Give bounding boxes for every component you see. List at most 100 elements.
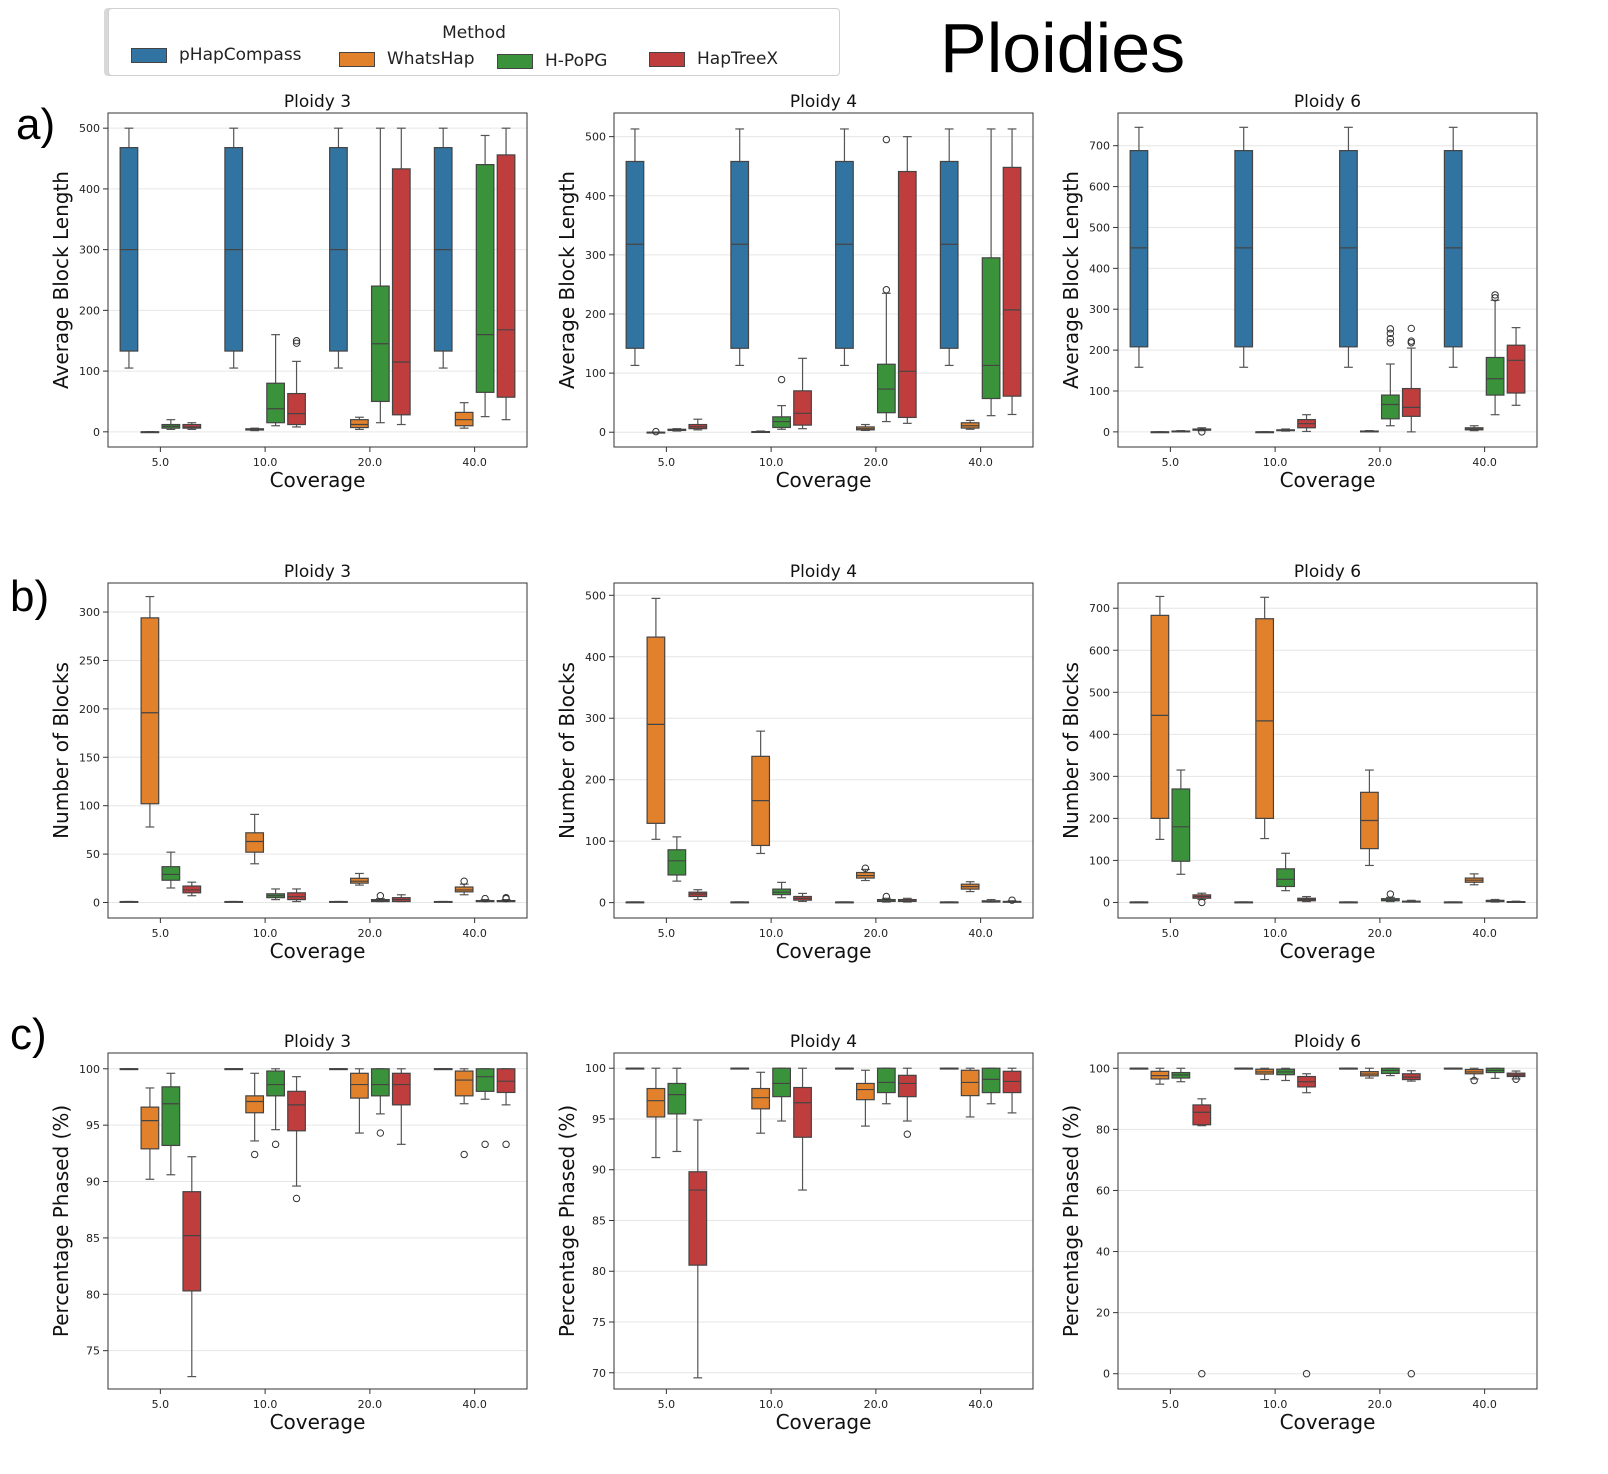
x-axis-label: Coverage <box>1280 468 1376 492</box>
box-body <box>667 849 687 876</box>
outlier-point <box>481 894 489 903</box>
box-haptreex-40.0 <box>496 127 516 421</box>
box-whatshap-40.0 <box>454 402 474 429</box>
box-whatshap-10.0 <box>245 813 265 865</box>
y-tick-label: 500 <box>79 122 100 135</box>
x-tick-label: 40.0 <box>1472 1398 1497 1411</box>
outlier-point <box>376 1129 385 1137</box>
outlier-point <box>292 339 301 347</box>
box-phapcompass-5.0 <box>119 1068 139 1071</box>
box-whatshap-40.0 <box>960 1067 980 1118</box>
box-haptreex-5.0 <box>688 418 708 431</box>
box-hpopg-5.0 <box>1171 769 1191 875</box>
x-tick-label: 5.0 <box>1162 456 1180 469</box>
box-body <box>1002 166 1022 397</box>
outlier-point <box>1407 1370 1416 1378</box>
panel-label-a: a) <box>16 100 56 149</box>
box-body <box>688 1171 708 1266</box>
box-body <box>856 1082 875 1101</box>
box-haptreex-5.0 <box>688 889 708 901</box>
box-hpopg-20.0 <box>370 127 390 424</box>
y-axis-label: Percentage Phased (%) <box>555 1105 579 1337</box>
box-body <box>981 1067 1001 1094</box>
box-body <box>454 411 474 427</box>
box-whatshap-5.0 <box>1150 1067 1170 1085</box>
outlier-point <box>1386 334 1395 343</box>
box-hpopg-10.0 <box>266 888 285 901</box>
plot-frame <box>107 1052 528 1390</box>
box-hpopg-20.0 <box>370 1068 390 1137</box>
x-axis-label: Coverage <box>776 468 872 492</box>
box-body <box>1150 614 1170 819</box>
x-tick-label: 20.0 <box>358 927 383 940</box>
box-body <box>646 1087 666 1118</box>
x-axis-label: Coverage <box>776 1410 872 1434</box>
legend-label: H-PoPG <box>545 51 608 71</box>
x-tick-label: 40.0 <box>968 1398 993 1411</box>
outlier-point <box>460 877 468 885</box>
x-tick-label: 5.0 <box>658 927 676 940</box>
x-tick-label: 40.0 <box>462 927 487 940</box>
box-hpopg-10.0 <box>1276 852 1295 892</box>
box-phapcompass-20.0 <box>835 1067 854 1070</box>
box-body <box>370 1068 390 1097</box>
x-tick-label: 40.0 <box>1472 456 1497 469</box>
outlier-point <box>250 1150 259 1159</box>
box-whatshap-10.0 <box>1255 1067 1275 1081</box>
box-haptreex-20.0 <box>897 136 917 424</box>
outlier-point <box>903 1130 911 1138</box>
subplot-9: 0 20 40 60 80 100 5.0 10.0 20.0 40.0 Ploidy 6 Cover… <box>1059 1032 1538 1434</box>
box-hpopg-10.0 <box>266 334 285 427</box>
subplot-title: Ploidy 3 <box>284 562 351 582</box>
y-tick-label: 100 <box>585 1062 606 1075</box>
box-haptreex-10.0 <box>793 1067 812 1191</box>
outlier-point <box>502 893 510 902</box>
box-body <box>897 1074 917 1098</box>
y-tick-label: 95 <box>592 1113 606 1126</box>
legend-swatch <box>339 51 375 67</box>
subplot-title: Ploidy 3 <box>284 1032 351 1052</box>
plot-frame <box>1117 112 1538 448</box>
y-axis-label: Number of Blocks <box>555 662 579 839</box>
y-tick-label: 250 <box>79 654 100 667</box>
subplot-title: Ploidy 6 <box>1294 92 1361 112</box>
box-whatshap-40.0 <box>1464 425 1484 432</box>
box-hpopg-20.0 <box>876 135 896 423</box>
outlier-point <box>292 1194 301 1203</box>
box-whatshap-40.0 <box>454 877 474 896</box>
legend-swatch <box>497 53 533 69</box>
y-tick-label: 0 <box>1103 896 1110 909</box>
box-hpopg-5.0 <box>161 419 181 430</box>
box-haptreex-5.0 <box>1192 892 1212 907</box>
box-body <box>454 1070 474 1097</box>
box-whatshap-5.0 <box>1150 431 1170 434</box>
x-tick-label: 40.0 <box>462 1398 487 1411</box>
box-phapcompass-20.0 <box>1339 126 1358 368</box>
box-haptreex-40.0 <box>1002 1067 1022 1114</box>
y-axis-label: Average Block Length <box>1059 171 1083 389</box>
y-tick-label: 70 <box>592 1367 606 1380</box>
box-hpopg-5.0 <box>667 1067 687 1153</box>
box-whatshap-10.0 <box>1255 596 1275 840</box>
box-phapcompass-20.0 <box>329 900 348 903</box>
y-tick-label: 0 <box>599 897 606 910</box>
y-tick-label: 80 <box>86 1288 100 1301</box>
box-haptreex-5.0 <box>688 1119 708 1379</box>
box-hpopg-40.0 <box>1485 898 1505 903</box>
box-hpopg-10.0 <box>772 375 791 430</box>
x-tick-label: 20.0 <box>1368 927 1393 940</box>
box-body <box>391 1072 411 1106</box>
box-whatshap-20.0 <box>856 423 875 432</box>
subplot-2: 0 100 200 300 400 500 5.0 10.0 20.0 40.0 Ploidy 4 C… <box>555 92 1034 492</box>
y-tick-label: 200 <box>79 304 100 317</box>
box-haptreex-40.0 <box>1506 1070 1526 1083</box>
box-haptreex-10.0 <box>793 357 812 430</box>
box-hpopg-20.0 <box>1380 890 1400 903</box>
y-tick-label: 100 <box>585 835 606 848</box>
x-tick-label: 10.0 <box>253 456 278 469</box>
y-tick-label: 200 <box>1089 344 1110 357</box>
box-body <box>1234 150 1254 348</box>
box-phapcompass-40.0 <box>1443 901 1463 904</box>
box-phapcompass-5.0 <box>1129 901 1149 904</box>
outlier-point <box>376 892 385 900</box>
